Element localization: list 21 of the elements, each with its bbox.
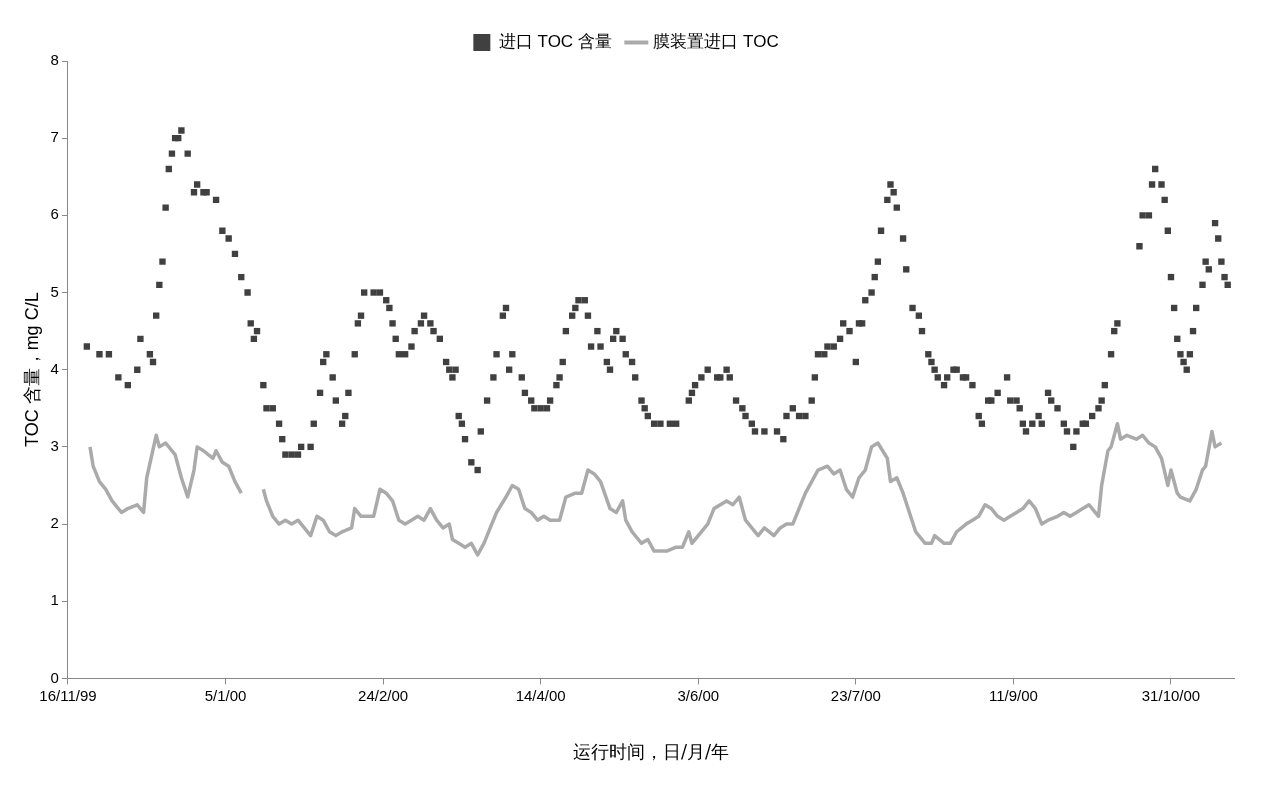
y-tick-label: 0 xyxy=(50,668,59,686)
y-tick-label: 8 xyxy=(50,51,59,69)
y-tick-label: 2 xyxy=(50,514,59,532)
legend-label: 进口 TOC 含量 xyxy=(498,32,612,52)
x-tick-label: 3/6/00 xyxy=(677,686,720,704)
y-tick-label: 4 xyxy=(50,359,59,377)
x-tick-label: 31/10/00 xyxy=(1141,686,1201,704)
legend-label: 膜装置进口 TOC xyxy=(653,32,779,52)
y-tick-label: 3 xyxy=(50,437,59,455)
x-tick-label: 5/1/00 xyxy=(204,686,247,704)
x-tick-label: 11/9/00 xyxy=(988,686,1038,704)
y-axis-title: TOC 含量，mg C/L xyxy=(21,292,42,448)
x-axis-title: 运行时间，日/月/年 xyxy=(572,740,730,762)
y-tick-label: 7 xyxy=(50,128,59,146)
y-tick-label: 1 xyxy=(50,591,59,609)
x-tick-label: 23/7/00 xyxy=(830,686,881,704)
y-tick-label: 6 xyxy=(50,205,59,223)
x-tick-label: 24/2/00 xyxy=(358,686,409,704)
x-tick-label: 16/11/99 xyxy=(39,686,97,704)
x-tick-label: 14/4/00 xyxy=(515,686,566,704)
y-tick-label: 5 xyxy=(50,282,59,300)
